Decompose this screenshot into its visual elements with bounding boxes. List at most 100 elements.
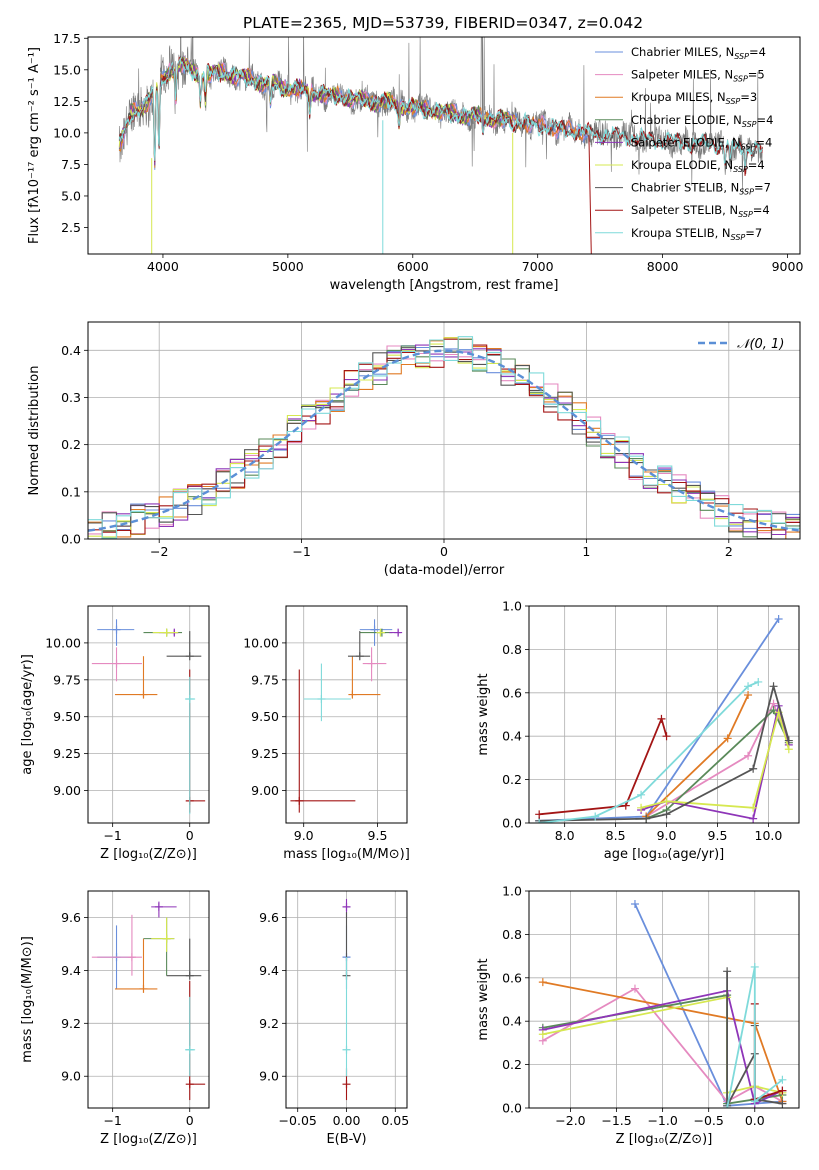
y-tick-label: 9.00 bbox=[251, 783, 279, 798]
x-tick-label: 8.5 bbox=[606, 828, 626, 843]
x-axis-label: (data-model)/error bbox=[384, 563, 505, 578]
point-kroupa-elodie bbox=[376, 628, 385, 637]
spectrum-drop bbox=[588, 135, 592, 254]
point-salpeter-stelib bbox=[185, 669, 206, 813]
weight-marker bbox=[778, 1099, 787, 1108]
legend-label-gauss: 𝒩(0, 1) bbox=[737, 337, 784, 352]
x-tick-label: −1 bbox=[103, 828, 121, 843]
plot-area bbox=[538, 900, 787, 1108]
weight-line bbox=[539, 682, 790, 822]
weight-line bbox=[539, 716, 668, 816]
marker bbox=[342, 1045, 351, 1054]
marker bbox=[342, 902, 351, 911]
y-tick-label: 0.3 bbox=[61, 390, 81, 405]
axes-frame bbox=[528, 890, 800, 1109]
legend-label-chabrier-stelib: Chabrier STELIB, NSSP=7 bbox=[631, 181, 771, 197]
x-tick-label: −1 bbox=[292, 544, 310, 559]
axes-frame bbox=[87, 36, 801, 255]
weight-marker bbox=[538, 978, 547, 987]
axes: 4000 5000 6000 7000 8000 9000 2.5 5.0 7.5 10.0 12.… bbox=[27, 31, 803, 293]
y-tick-label: 0.0 bbox=[502, 816, 522, 831]
legend-label-salpeter-stelib: Salpeter STELIB, NSSP=4 bbox=[631, 203, 770, 219]
point-salpeter-elodie bbox=[151, 901, 177, 918]
x-tick-label: 0 bbox=[440, 544, 448, 559]
y-tick-label: 15.0 bbox=[53, 62, 81, 77]
point-kroupa-miles bbox=[348, 656, 381, 699]
axes: 9.0 9.5 9.00 9.25 9.50 9.75 10.00 mass [log₁₀(M… bbox=[243, 605, 410, 862]
x-tick-label: 1 bbox=[582, 544, 590, 559]
weight-marker bbox=[778, 1086, 787, 1095]
weight-marker bbox=[784, 745, 793, 754]
y-tick-label: 0.6 bbox=[502, 970, 522, 985]
legend-label-chabrier-elodie: Chabrier ELODIE, NSSP=4 bbox=[631, 113, 773, 129]
y-tick-label: 9.75 bbox=[251, 672, 279, 687]
series-chabrier-miles bbox=[535, 615, 783, 823]
weight-marker bbox=[749, 764, 758, 773]
y-tick-label: 0.4 bbox=[502, 1014, 522, 1029]
x-axis-label: wavelength [Angstrom, rest frame] bbox=[330, 278, 559, 293]
y-tick-label: 9.6 bbox=[61, 910, 81, 925]
marker bbox=[139, 984, 148, 993]
legend-label-kroupa-elodie: Kroupa ELODIE, NSSP=4 bbox=[631, 158, 765, 174]
weight-marker bbox=[538, 1030, 547, 1039]
y-axis-label: age [log₁₀(age/yr)] bbox=[20, 654, 35, 775]
point-chabrier-stelib bbox=[347, 631, 371, 661]
y-tick-label: 7.5 bbox=[61, 157, 81, 172]
y-tick-label: 0.2 bbox=[502, 1057, 522, 1072]
weight-marker bbox=[662, 797, 671, 806]
point-kroupa-miles bbox=[114, 656, 158, 699]
y-axis-label: mass weight bbox=[476, 673, 491, 755]
panel-mass-vs-z: −1 0 9.0 9.2 9.4 9.6 Z [log₁₀(Z/Z⊙)] mass [log₁… bbox=[20, 890, 210, 1147]
series-kroupa-stelib bbox=[723, 962, 787, 1108]
x-tick-label: −1.0 bbox=[647, 1113, 677, 1128]
x-tick-label: 10.0 bbox=[755, 828, 783, 843]
point-kroupa-elodie bbox=[151, 917, 175, 952]
y-tick-label: 9.2 bbox=[259, 1016, 279, 1031]
marker bbox=[185, 695, 194, 703]
marker bbox=[127, 953, 136, 962]
y-tick-label: 0.0 bbox=[502, 1101, 522, 1116]
y-tick-label: 17.5 bbox=[53, 31, 81, 46]
weight-marker bbox=[754, 677, 763, 686]
x-tick-label: 5000 bbox=[272, 259, 304, 274]
x-tick-label: 0.05 bbox=[381, 1113, 409, 1128]
x-axis-label: Z [log₁₀(Z/Z⊙)] bbox=[616, 1132, 713, 1147]
y-tick-label: 0.6 bbox=[502, 685, 522, 700]
y-axis-label: Normed distribution bbox=[27, 366, 42, 496]
point-salpeter-stelib bbox=[185, 980, 206, 1101]
marker bbox=[367, 659, 376, 668]
axes: 8.0 8.5 9.0 9.5 10.0 0.0 0.2 0.4 0.6 0.8 1.0 age [l… bbox=[476, 599, 800, 862]
weight-marker bbox=[769, 706, 778, 715]
x-axis-label: Z [log₁₀(Z/Z⊙)] bbox=[100, 1132, 197, 1147]
panel-age-vs-z: −1 0 9.00 9.25 9.50 9.75 10.00 Z [log₁₀(Z/Z⊙)] a… bbox=[20, 605, 210, 862]
y-tick-label: 0.0 bbox=[61, 532, 81, 547]
y-tick-label: 1.0 bbox=[502, 599, 522, 614]
marker bbox=[139, 690, 148, 699]
axes: −2 −1 0 1 2 0.0 0.1 0.2 0.3 0.4 (data-model)/error… bbox=[27, 321, 801, 578]
x-tick-label: 9.0 bbox=[294, 828, 314, 843]
marker bbox=[185, 652, 194, 661]
x-tick-label: 8000 bbox=[647, 259, 679, 274]
x-tick-label: 0.0 bbox=[745, 1113, 765, 1128]
residuals-legend: 𝒩(0, 1) bbox=[698, 337, 784, 352]
legend-label-kroupa-miles: Kroupa MILES, NSSP=3 bbox=[631, 90, 757, 106]
point-kroupa-miles bbox=[114, 938, 158, 993]
y-tick-label: 0.8 bbox=[502, 927, 522, 942]
weight-marker bbox=[637, 790, 646, 799]
y-tick-label: 9.75 bbox=[53, 672, 81, 687]
marker bbox=[295, 796, 304, 805]
weight-marker bbox=[535, 819, 544, 823]
plot-area bbox=[535, 615, 793, 823]
series-salpeter-stelib bbox=[535, 714, 671, 819]
x-axis-label: E(B-V) bbox=[326, 1132, 366, 1147]
marker bbox=[394, 628, 403, 637]
marker bbox=[317, 695, 326, 703]
plot-area bbox=[91, 619, 206, 815]
weight-marker bbox=[744, 690, 753, 699]
point-salpeter-miles bbox=[91, 914, 142, 976]
weight-marker bbox=[637, 803, 646, 812]
y-tick-label: 12.5 bbox=[53, 94, 81, 109]
x-axis-label: age [log₁₀(age/yr)] bbox=[604, 847, 725, 862]
legend-label-salpeter-miles: Salpeter MILES, NSSP=5 bbox=[631, 68, 765, 84]
x-tick-label: 6000 bbox=[397, 259, 429, 274]
